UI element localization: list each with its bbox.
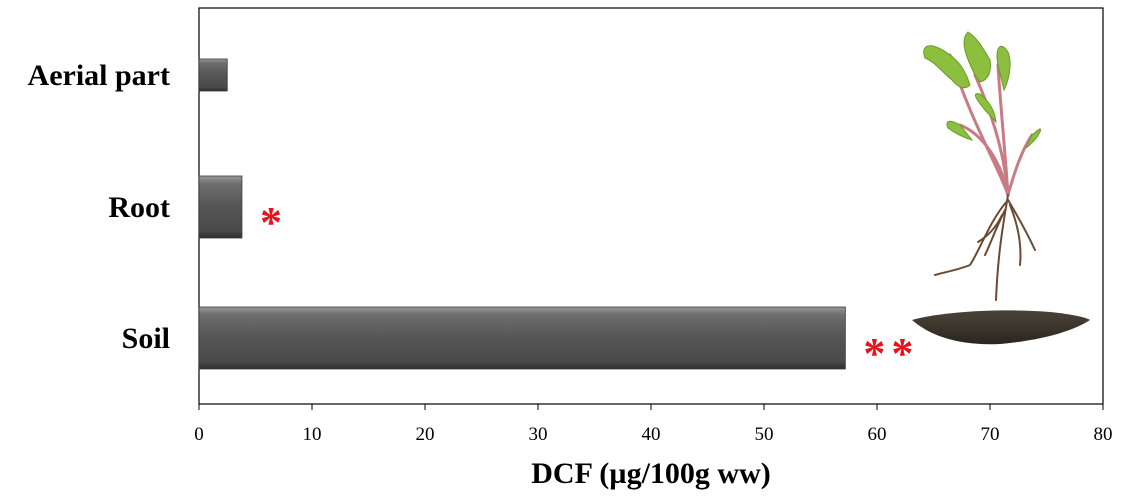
significance-annotations: *** [260, 198, 919, 378]
category-label-aerial-part: Aerial part [28, 59, 170, 92]
x-tick-label: 10 [303, 424, 322, 445]
bar-aerial-part [198, 58, 228, 92]
x-tick-label: 30 [529, 424, 548, 445]
x-tick-label: 40 [642, 424, 661, 445]
bar-root [198, 175, 243, 239]
x-tick-label: 0 [194, 424, 204, 445]
x-axis-label: DCF (µg/100g ww) [531, 457, 770, 490]
significance-mark-root: * [260, 198, 288, 247]
category-label-soil: Soil [122, 322, 170, 355]
x-tick-label: 20 [416, 424, 435, 445]
soil-mound [912, 310, 1090, 345]
x-tick-label: 50 [755, 424, 774, 445]
x-tick-label: 80 [1094, 424, 1113, 445]
bars [198, 58, 846, 370]
dandelion-illustration [912, 31, 1090, 345]
category-label-root: Root [108, 191, 170, 224]
roots [934, 194, 1036, 301]
significance-mark-soil: ** [863, 329, 919, 378]
category-labels: Aerial part Root Soil [28, 59, 170, 355]
x-axis-ticks: 0 10 20 30 40 50 60 70 80 [194, 404, 1113, 445]
bar-soil [198, 306, 846, 370]
x-tick-label: 60 [868, 424, 887, 445]
x-tick-label: 70 [981, 424, 1000, 445]
leaves [923, 31, 1041, 149]
